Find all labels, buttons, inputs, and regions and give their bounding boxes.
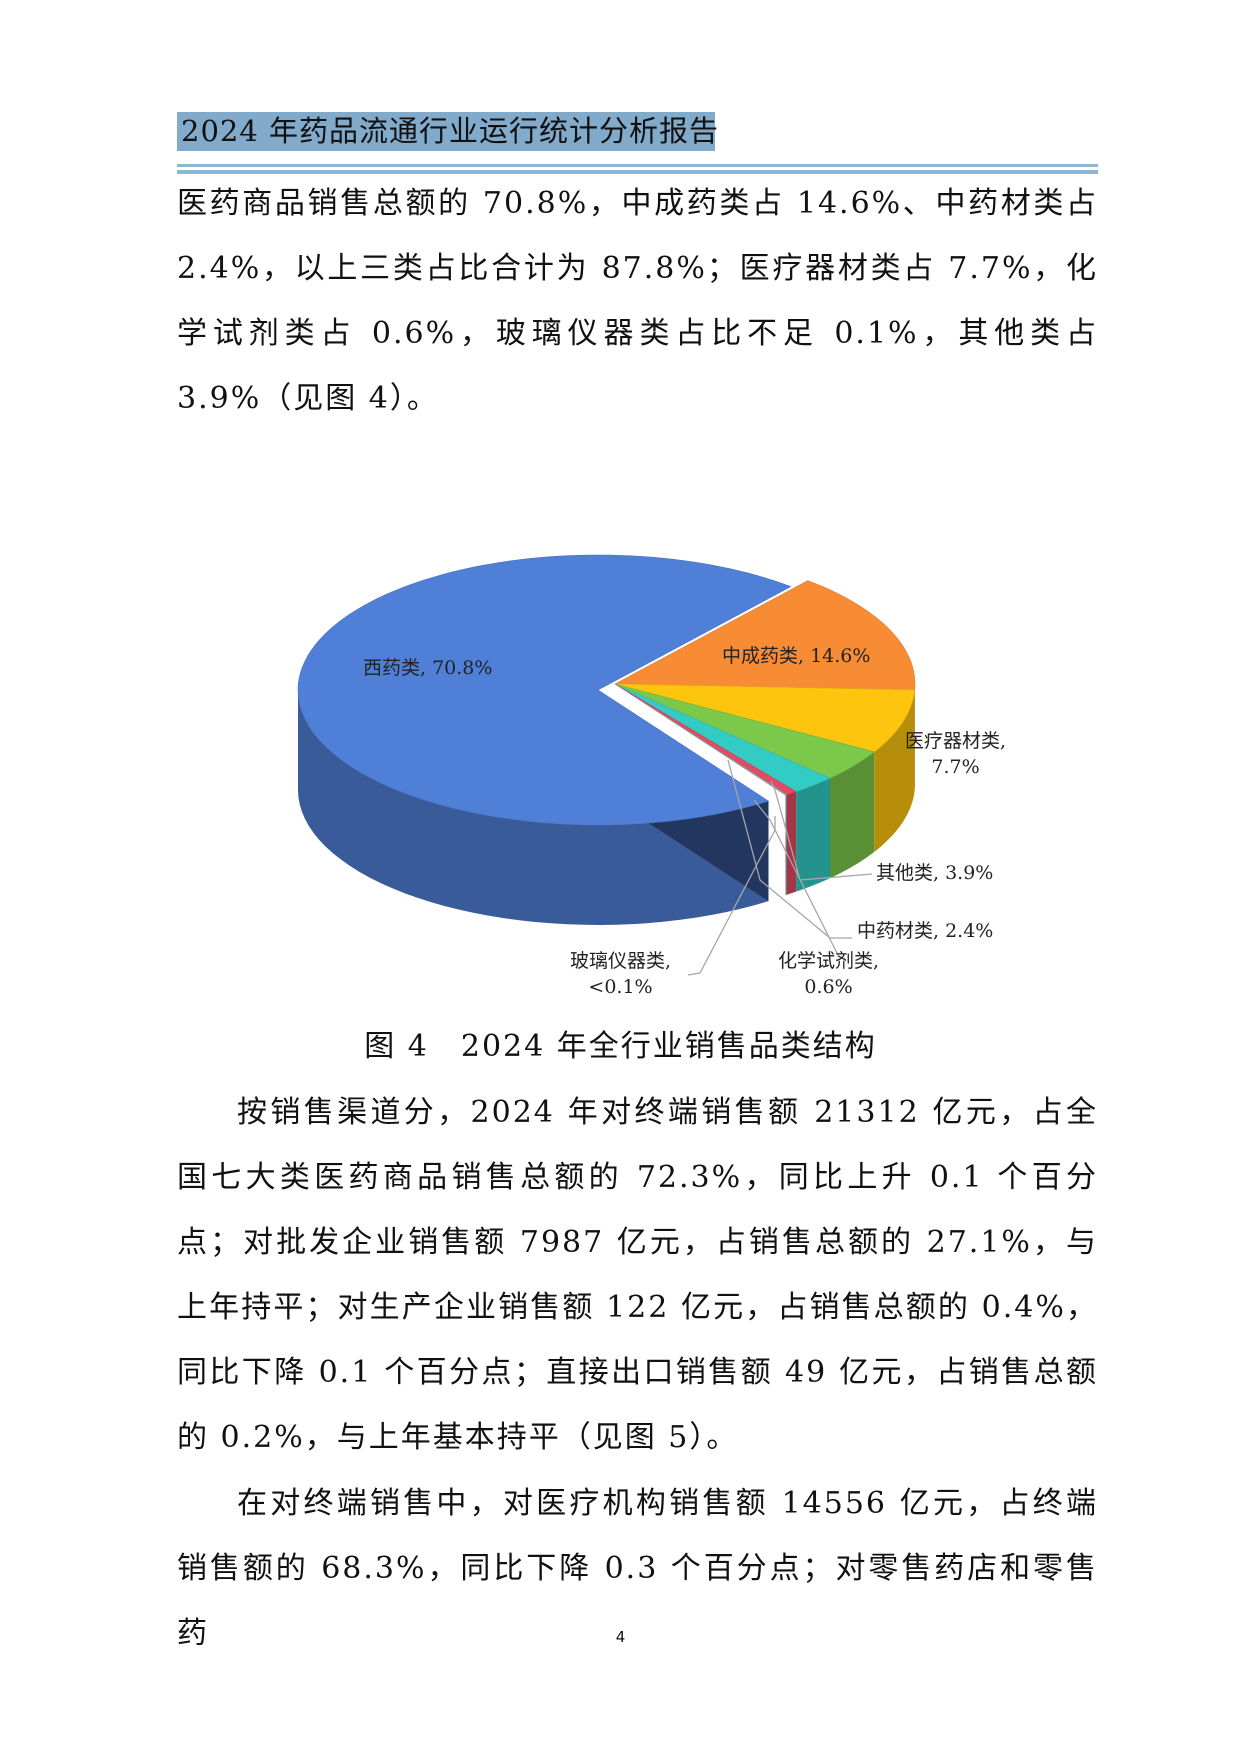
pie-side-西药类 — [298, 690, 769, 925]
label-xiyao: 西药类, 70.8% — [363, 657, 493, 679]
label-huaxueshiji-name: 化学试剂类, — [778, 950, 880, 972]
label-zhongyaocai: 中药材类, 2.4% — [857, 920, 994, 942]
leader-line-zhongyaocai — [727, 759, 852, 939]
pie-side-其他类 — [830, 751, 875, 879]
pie-slice-其他类 — [614, 683, 875, 779]
label-yiliaoqicai-value: 7.7% — [931, 756, 980, 778]
label-boliyiqi-value: <0.1% — [588, 976, 653, 998]
label-huaxueshiji: 化学试剂类, 0.6% — [778, 948, 879, 1000]
leader-line-huaxueshiji — [753, 799, 839, 956]
paragraph-sales-channels: 按销售渠道分，2024 年对终端销售额 21312 亿元，占全国七大类医药商品销… — [177, 1095, 1098, 1455]
leader-line-qita — [770, 780, 873, 881]
label-boliyiqi: 玻璃仪器类, <0.1% — [570, 948, 671, 1000]
report-header: 2024 年药品流通行业运行统计分析报告 — [177, 112, 718, 151]
pie-slice-医疗器材类 — [614, 683, 916, 753]
figure-caption: 图 4 2024 年全行业销售品类结构 — [364, 1029, 877, 1064]
leader-line-boliyiqi — [687, 816, 776, 976]
page-number: 4 — [615, 1628, 626, 1646]
paragraph-category-shares: 医药商品销售总额的 70.8%，中成药类占 14.6%、中药材类占 2.4%，以… — [177, 186, 1098, 416]
pie-slice-中成药类 — [613, 580, 916, 691]
header-rule-top — [177, 164, 1098, 167]
pie-side-中药材类 — [796, 778, 830, 892]
pie-slice-西药类 — [297, 554, 792, 826]
paragraph-terminal-sales: 在对终端销售中，对医疗机构销售额 14556 亿元，占终端销售额的 68.3%，… — [177, 1486, 1098, 1651]
pie-slice-中药材类 — [614, 683, 831, 792]
pie-slice-玻璃仪器类 — [614, 683, 788, 796]
label-huaxueshiji-value: 0.6% — [804, 976, 853, 998]
label-zhongchengyao: 中成药类, 14.6% — [722, 645, 871, 667]
label-yiliaoqicai-name: 医疗器材类, — [905, 730, 1007, 752]
label-qita: 其他类, 3.9% — [876, 862, 994, 884]
label-yiliaoqicai: 医疗器材类, 7.7% — [905, 728, 1006, 780]
pie-side-玻璃仪器类 — [785, 794, 787, 896]
pie-side-化学试剂类 — [787, 791, 797, 895]
label-boliyiqi-name: 玻璃仪器类, — [570, 950, 672, 972]
pie-slice-化学试剂类 — [614, 683, 797, 795]
header-rule-bottom — [177, 170, 1098, 174]
pie-cut-face-xiyao — [598, 690, 769, 902]
